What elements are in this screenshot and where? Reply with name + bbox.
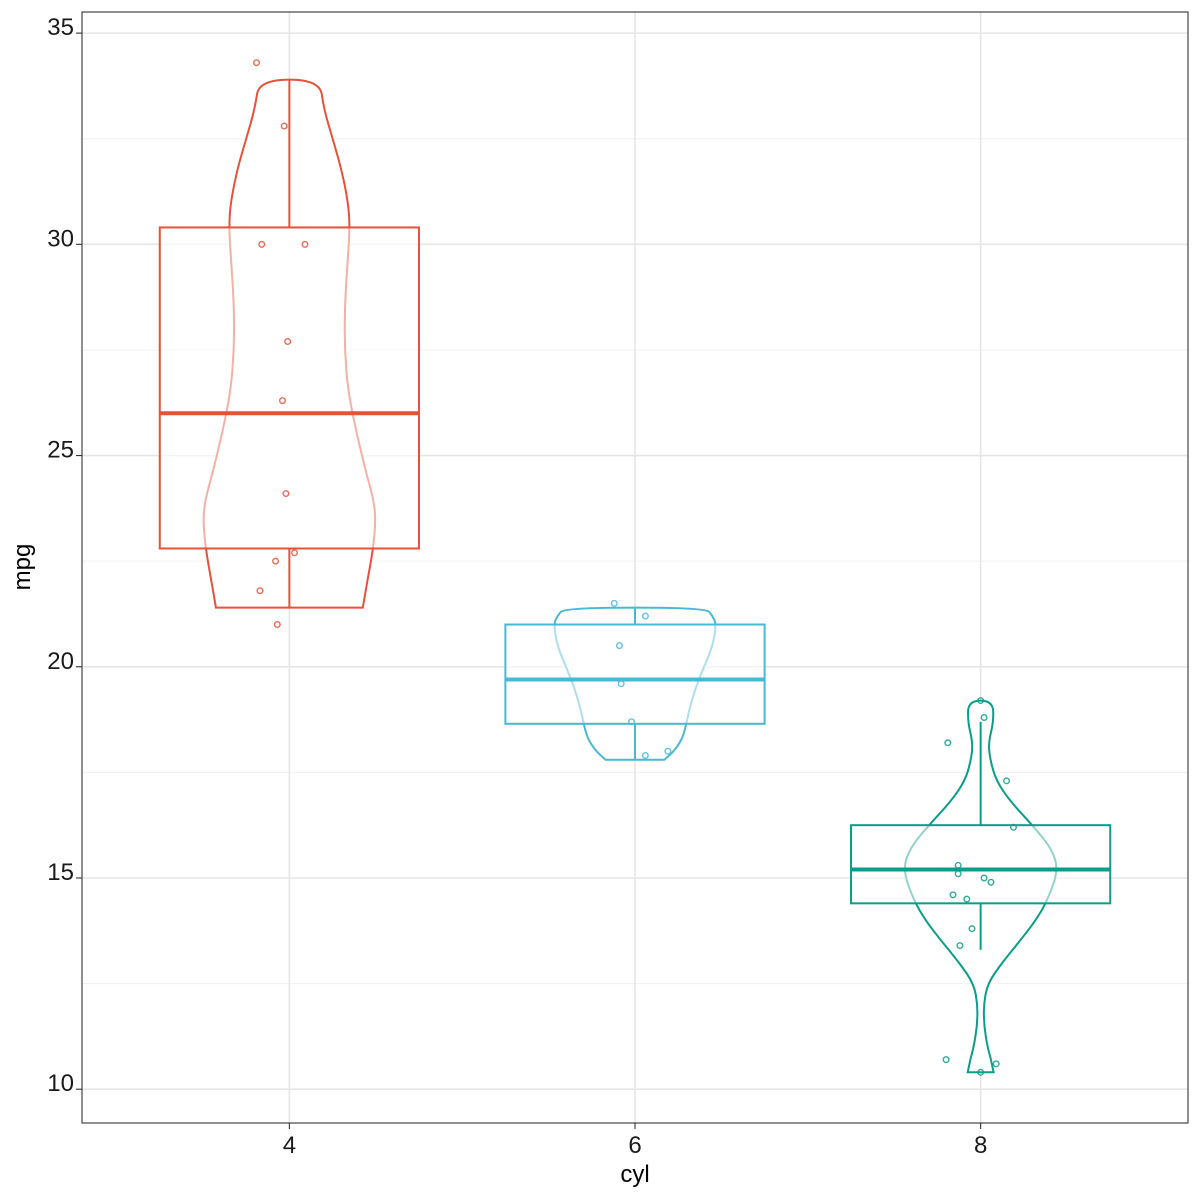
box	[850, 824, 1112, 905]
violin-box-groups	[158, 59, 1112, 1076]
data-point	[977, 697, 985, 705]
data-point	[987, 878, 995, 886]
box	[504, 623, 766, 725]
data-point	[954, 870, 962, 878]
data-point	[980, 874, 988, 882]
x-axis-title: cyl	[620, 1161, 649, 1188]
x-axis: 4 6 8	[283, 1123, 987, 1159]
group-cyl-6	[504, 599, 766, 761]
data-point	[963, 895, 971, 903]
data-point	[954, 861, 962, 869]
x-tick-label: 6	[628, 1132, 641, 1159]
data-point	[256, 587, 264, 595]
data-point	[944, 739, 952, 747]
y-axis: 10 15 20 25 30 35	[47, 14, 82, 1097]
data-point	[641, 751, 649, 759]
data-point	[280, 122, 288, 130]
data-point	[258, 240, 266, 248]
data-point	[956, 942, 964, 950]
data-point	[291, 549, 299, 557]
data-point	[301, 240, 309, 248]
data-point	[253, 59, 261, 67]
y-tick-label: 25	[47, 437, 74, 464]
y-axis-title: mpg	[9, 544, 36, 591]
data-point	[278, 397, 286, 405]
y-tick-label: 20	[47, 648, 74, 675]
data-point	[977, 1068, 985, 1076]
group-cyl-8	[850, 697, 1112, 1076]
data-point	[615, 642, 623, 650]
data-point	[610, 599, 618, 607]
data-point	[273, 621, 281, 629]
data-point	[664, 747, 672, 755]
data-point	[284, 337, 292, 345]
data-point	[1003, 777, 1011, 785]
x-tick-label: 8	[974, 1132, 987, 1159]
box	[158, 226, 420, 550]
data-point	[1009, 823, 1017, 831]
y-tick-label: 10	[47, 1070, 74, 1097]
data-point	[641, 612, 649, 620]
data-point	[942, 1056, 950, 1064]
data-point	[617, 680, 625, 688]
data-point	[968, 925, 976, 933]
x-tick-label: 4	[283, 1132, 296, 1159]
data-point	[282, 490, 290, 498]
group-cyl-4	[158, 59, 420, 629]
data-point	[628, 718, 636, 726]
data-point	[992, 1060, 1000, 1068]
y-tick-label: 15	[47, 859, 74, 886]
y-tick-label: 30	[47, 225, 74, 252]
data-point	[980, 713, 988, 721]
data-point	[272, 557, 280, 565]
y-tick-label: 35	[47, 14, 74, 41]
data-point	[949, 891, 957, 899]
